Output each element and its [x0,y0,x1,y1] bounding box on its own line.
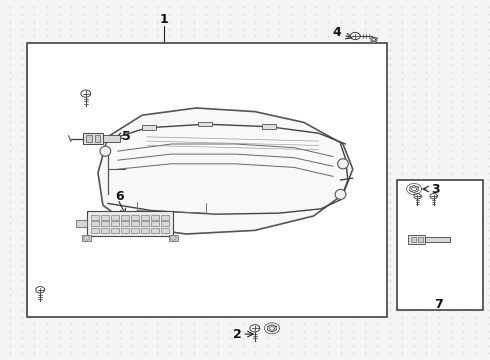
Bar [131,221,139,226]
Bar [262,124,276,129]
Text: 3: 3 [431,183,440,195]
Bar [101,221,109,226]
Polygon shape [371,37,377,42]
Bar [86,135,92,142]
Bar [397,180,483,310]
Bar [141,215,148,220]
Polygon shape [98,108,353,234]
Bar [111,221,119,226]
Bar [27,43,387,317]
Bar [121,215,129,220]
Ellipse shape [100,146,111,156]
Polygon shape [410,185,418,193]
Bar [95,135,100,142]
Bar [76,220,87,227]
Bar [101,228,109,233]
Ellipse shape [335,189,346,199]
Bar [82,235,91,241]
Bar [131,215,139,220]
Bar [91,221,99,226]
Bar [169,235,178,241]
Bar [151,228,159,233]
Bar [418,237,423,242]
Text: 1: 1 [160,13,169,26]
Bar [111,228,119,233]
Bar [141,228,148,233]
Bar [151,221,159,226]
Text: 7: 7 [434,298,443,311]
Bar [87,211,172,236]
Bar [121,228,129,233]
Bar [91,228,99,233]
Ellipse shape [338,159,348,169]
Bar [101,215,109,220]
Bar [91,215,99,220]
Polygon shape [268,325,276,332]
Bar [142,125,156,130]
Bar [103,135,120,142]
Bar [425,237,450,242]
Bar [83,133,103,144]
Text: 5: 5 [122,130,131,143]
Bar [131,228,139,233]
Text: 2: 2 [233,328,242,341]
Bar [161,221,169,226]
Bar [121,221,129,226]
Bar [198,122,212,126]
Text: 6: 6 [115,190,123,203]
Bar [161,228,169,233]
Text: 4: 4 [333,26,342,39]
Bar [161,215,169,220]
Bar [151,215,159,220]
Bar [411,237,416,242]
Bar [408,235,425,244]
Bar [141,221,148,226]
Bar [111,215,119,220]
